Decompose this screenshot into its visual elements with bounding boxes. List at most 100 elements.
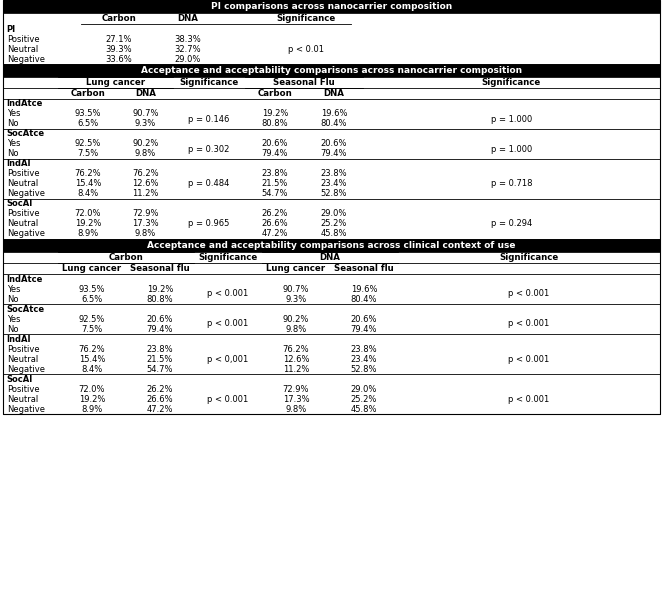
Bar	[3, 159, 660, 169]
Bar	[3, 229, 660, 239]
Bar	[3, 239, 660, 252]
Bar	[3, 77, 660, 88]
Text: Yes: Yes	[7, 315, 21, 323]
Text: SocAI: SocAI	[6, 375, 32, 383]
Text: p = 1.000: p = 1.000	[491, 144, 532, 154]
Text: p < 0.001: p < 0.001	[208, 290, 249, 299]
Text: Carbon: Carbon	[101, 14, 137, 23]
Bar	[3, 284, 660, 294]
Text: p < 0.001: p < 0.001	[509, 355, 550, 363]
Text: 23.4%: 23.4%	[321, 180, 347, 188]
Text: 8.4%: 8.4%	[82, 365, 103, 373]
Bar	[3, 344, 660, 354]
Text: 25.2%: 25.2%	[351, 395, 377, 403]
Text: 20.6%: 20.6%	[147, 315, 173, 323]
Text: p < 0.001: p < 0.001	[509, 319, 550, 329]
Text: Significance: Significance	[276, 14, 335, 23]
Text: p < 0.001: p < 0.001	[208, 319, 249, 329]
Bar	[3, 139, 660, 149]
Text: Negative: Negative	[7, 230, 45, 239]
Bar	[3, 88, 660, 99]
Bar	[3, 0, 660, 13]
Text: 23.8%: 23.8%	[262, 170, 288, 178]
Text: p < 0.001: p < 0.001	[509, 290, 550, 299]
Text: 72.0%: 72.0%	[75, 210, 101, 219]
Text: 19.2%: 19.2%	[79, 395, 105, 403]
Text: 7.5%: 7.5%	[82, 325, 103, 333]
Text: 80.4%: 80.4%	[351, 294, 377, 303]
Bar	[3, 394, 660, 404]
Bar	[3, 199, 660, 209]
Text: Seasonal Flu: Seasonal Flu	[273, 78, 335, 87]
Text: No: No	[7, 150, 19, 158]
Text: 79.4%: 79.4%	[321, 150, 347, 158]
Text: DNA: DNA	[324, 89, 345, 98]
Text: 90.7%: 90.7%	[282, 284, 309, 293]
Text: DNA: DNA	[320, 253, 340, 262]
Text: 72.9%: 72.9%	[282, 385, 309, 393]
Bar	[3, 314, 660, 324]
Text: IndAtce: IndAtce	[6, 100, 42, 108]
Text: 12.6%: 12.6%	[282, 355, 309, 363]
Text: 8.4%: 8.4%	[78, 190, 99, 198]
Text: 15.4%: 15.4%	[79, 355, 105, 363]
Text: 20.6%: 20.6%	[262, 140, 288, 148]
Text: No: No	[7, 294, 19, 303]
Text: Neutral: Neutral	[7, 45, 38, 54]
Text: Yes: Yes	[7, 284, 21, 293]
Bar	[3, 129, 660, 139]
Text: 19.6%: 19.6%	[351, 284, 377, 293]
Text: 26.2%: 26.2%	[147, 385, 173, 393]
Text: 93.5%: 93.5%	[75, 110, 101, 118]
Bar	[3, 252, 660, 263]
Text: p = 0.146: p = 0.146	[188, 114, 229, 124]
Text: 9.8%: 9.8%	[135, 230, 156, 239]
Text: 26.2%: 26.2%	[262, 210, 288, 219]
Text: SocAtce: SocAtce	[6, 130, 44, 138]
Bar	[3, 209, 660, 219]
Text: 33.6%: 33.6%	[105, 55, 133, 64]
Text: 29.0%: 29.0%	[321, 210, 347, 219]
Text: p = 1.000: p = 1.000	[491, 114, 532, 124]
Text: 12.6%: 12.6%	[132, 180, 158, 188]
Text: 29.0%: 29.0%	[175, 55, 201, 64]
Text: Neutral: Neutral	[7, 395, 38, 403]
Text: 23.8%: 23.8%	[351, 345, 377, 353]
Text: 9.8%: 9.8%	[135, 150, 156, 158]
Bar	[3, 119, 660, 129]
Text: Neutral: Neutral	[7, 355, 38, 363]
Text: 39.3%: 39.3%	[105, 45, 133, 54]
Text: 8.9%: 8.9%	[82, 405, 103, 413]
Text: Negative: Negative	[7, 365, 45, 373]
Text: p < 0,001: p < 0,001	[208, 355, 249, 363]
Text: 38.3%: 38.3%	[174, 35, 202, 44]
Bar	[3, 149, 660, 159]
Text: 8.9%: 8.9%	[78, 230, 99, 239]
Text: 76.2%: 76.2%	[79, 345, 105, 353]
Text: No: No	[7, 120, 19, 128]
Text: Positive: Positive	[7, 210, 40, 219]
Text: 20.6%: 20.6%	[351, 315, 377, 323]
Bar	[3, 404, 660, 414]
Text: Neutral: Neutral	[7, 220, 38, 229]
Bar	[3, 304, 660, 314]
Text: 79.4%: 79.4%	[147, 325, 173, 333]
Text: p < 0.001: p < 0.001	[509, 395, 550, 403]
Bar	[3, 0, 660, 414]
Text: 29.0%: 29.0%	[351, 385, 377, 393]
Text: 80.8%: 80.8%	[147, 294, 173, 303]
Text: 54.7%: 54.7%	[147, 365, 173, 373]
Bar	[3, 263, 660, 274]
Text: DNA: DNA	[135, 89, 156, 98]
Text: Positive: Positive	[7, 170, 40, 178]
Text: Lung cancer: Lung cancer	[62, 264, 121, 273]
Text: p = 0.965: p = 0.965	[188, 220, 229, 229]
Text: 52.8%: 52.8%	[321, 190, 347, 198]
Text: Positive: Positive	[7, 345, 40, 353]
Bar	[3, 384, 660, 394]
Text: 21.5%: 21.5%	[262, 180, 288, 188]
Text: Neutral: Neutral	[7, 180, 38, 188]
Text: Lung cancer: Lung cancer	[267, 264, 326, 273]
Text: 25.2%: 25.2%	[321, 220, 347, 229]
Text: IndAI: IndAI	[6, 335, 30, 343]
